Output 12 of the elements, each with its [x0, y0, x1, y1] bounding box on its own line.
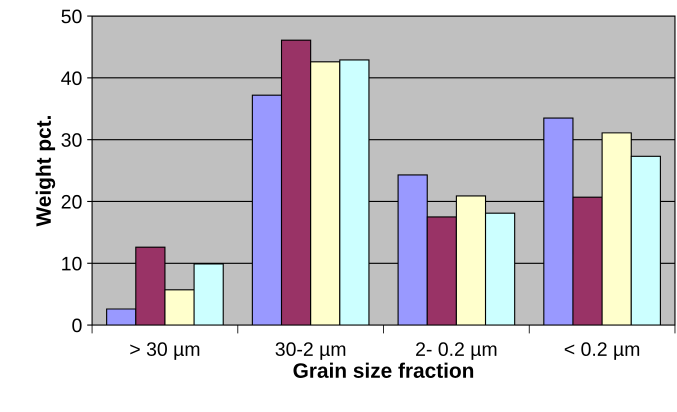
x-tick-label: 30-2 µm	[276, 342, 346, 360]
y-tick-label: 40	[61, 71, 82, 86]
y-tick-label: 30	[61, 133, 82, 147]
y-axis-title: Weight pct.	[36, 116, 56, 226]
y-tick-label: 10	[62, 256, 82, 271]
y-tick-label: 20	[62, 194, 82, 209]
y-tick-label: 50	[62, 10, 82, 24]
x-tick-label: > 30 µm	[130, 342, 200, 360]
x-axis-title: Grain size fraction	[294, 362, 474, 378]
y-tick-label: 0	[72, 318, 82, 332]
x-tick-label: < 0.2 µm	[564, 342, 640, 360]
x-tick-label: 2- 0.2 µm	[416, 342, 496, 360]
